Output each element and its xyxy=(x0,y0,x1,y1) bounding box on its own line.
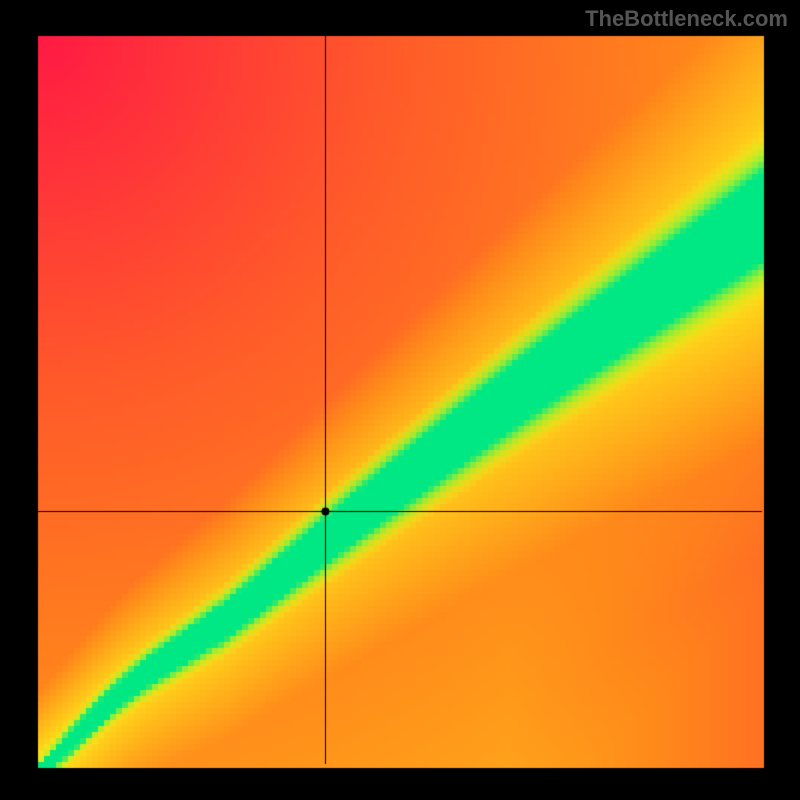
overlay-canvas xyxy=(0,0,800,800)
watermark-label: TheBottleneck.com xyxy=(585,6,788,32)
chart-container: TheBottleneck.com xyxy=(0,0,800,800)
